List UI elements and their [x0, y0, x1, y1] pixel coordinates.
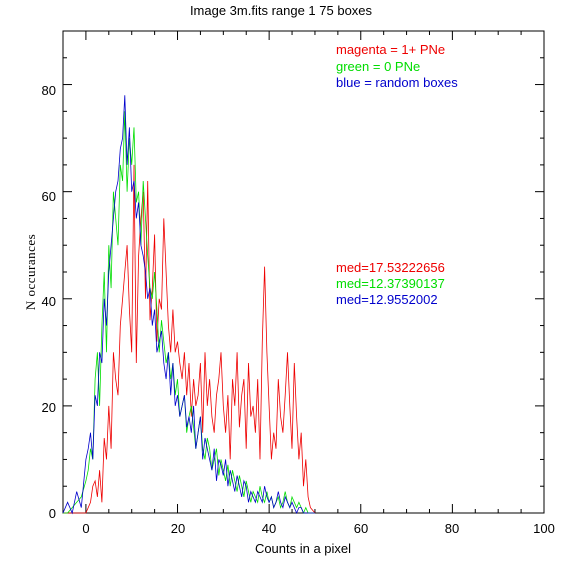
series-line-magenta: [63, 164, 316, 514]
x-tick-label-20: 20: [171, 521, 185, 536]
legend-magenta: magenta = 1+ PNe: [336, 42, 445, 57]
series-group: [62, 95, 316, 515]
x-tick-label-80: 80: [445, 521, 459, 536]
y-tick-label-20: 20: [42, 400, 56, 415]
median-magenta: med=17.53222656: [336, 260, 445, 275]
chart-title: Image 3m.fits range 1 75 boxes: [190, 3, 373, 18]
x-tick-label-0: 0: [82, 521, 89, 536]
x-axis-label: Counts in a pixel: [255, 541, 351, 556]
y-tick-label-80: 80: [42, 83, 56, 98]
axis-ticks: [63, 30, 545, 514]
x-tick-label-100: 100: [533, 521, 555, 536]
legend-green: green = 0 PNe: [336, 59, 420, 74]
x-tick-label-40: 40: [262, 521, 276, 536]
y-axis-label: N occurances: [23, 234, 38, 310]
x-tick-label-60: 60: [354, 521, 368, 536]
legend-blue: blue = random boxes: [336, 75, 458, 90]
median-blue: med=12.9552002: [336, 292, 438, 307]
series-line-green: [63, 111, 315, 515]
y-tick-label-60: 60: [42, 189, 56, 204]
series-line-blue: [62, 95, 315, 515]
y-tick-label-0: 0: [49, 506, 56, 521]
y-tick-label-40: 40: [42, 294, 56, 309]
median-green: med=12.37390137: [336, 276, 445, 291]
